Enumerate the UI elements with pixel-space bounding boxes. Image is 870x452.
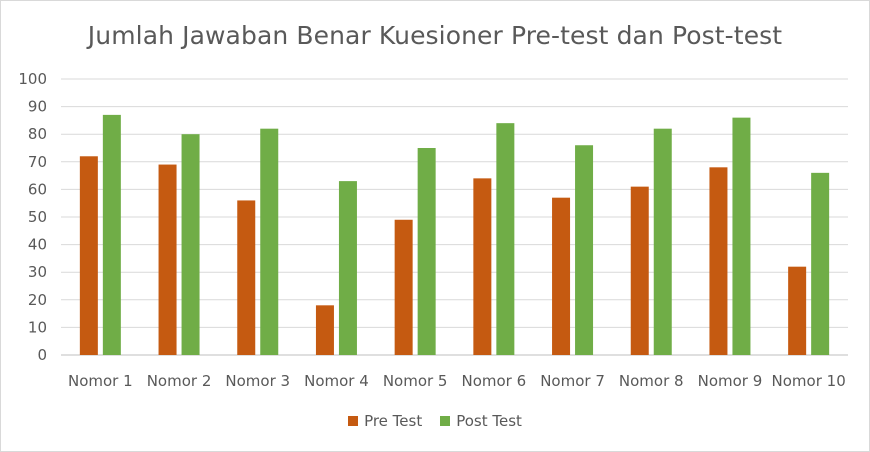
- bar-pre-test: [158, 164, 177, 355]
- bar-post-test: [338, 181, 357, 355]
- legend-swatch: [440, 416, 451, 426]
- bar-pre-test: [473, 178, 492, 355]
- bar-post-test: [811, 172, 830, 355]
- y-tick-label: 10: [28, 318, 47, 336]
- legend-item: Pre Test: [348, 412, 422, 430]
- bar-pre-test: [709, 167, 728, 355]
- x-tick-label: Nomor 3: [225, 372, 290, 390]
- y-tick-label: 60: [28, 180, 47, 198]
- x-tick-label: Nomor 2: [147, 372, 212, 390]
- bar-post-test: [260, 128, 279, 355]
- bar-pre-test: [394, 219, 413, 355]
- y-tick-label: 80: [28, 125, 47, 143]
- bar-post-test: [417, 148, 436, 355]
- x-tick-label: Nomor 8: [619, 372, 684, 390]
- x-tick-label: Nomor 6: [462, 372, 527, 390]
- bar-post-test: [575, 145, 594, 355]
- legend-item: Post Test: [440, 412, 522, 430]
- chart-title: Jumlah Jawaban Benar Kuesioner Pre-test …: [87, 21, 783, 50]
- x-tick-label: Nomor 10: [772, 372, 846, 390]
- bar-pre-test: [552, 197, 571, 355]
- bar-pre-test: [79, 156, 98, 355]
- bar-pre-test: [237, 200, 256, 355]
- y-tick-label: 90: [28, 98, 47, 116]
- y-tick-label: 100: [18, 70, 47, 88]
- y-tick-label: 20: [28, 291, 47, 309]
- y-tick-label: 70: [28, 153, 47, 171]
- x-tick-label: Nomor 9: [698, 372, 763, 390]
- bar-post-test: [653, 128, 672, 355]
- x-tick-label: Nomor 5: [383, 372, 448, 390]
- bar-pre-test: [315, 305, 334, 355]
- bar-pre-test: [788, 266, 807, 355]
- y-tick-label: 50: [28, 208, 47, 226]
- legend-label: Post Test: [456, 412, 522, 430]
- bar-post-test: [102, 114, 121, 355]
- legend-swatch: [348, 416, 359, 426]
- bar-post-test: [496, 123, 515, 355]
- chart-legend: Pre Test Post Test: [1, 412, 869, 430]
- x-tick-label: Nomor 4: [304, 372, 369, 390]
- legend-label: Pre Test: [364, 412, 423, 430]
- y-tick-label: 40: [28, 236, 47, 254]
- x-tick-label: Nomor 7: [540, 372, 605, 390]
- x-tick-label: Nomor 1: [68, 372, 133, 390]
- bar-pre-test: [630, 186, 649, 355]
- bar-post-test: [732, 117, 751, 355]
- y-tick-label: 0: [37, 346, 47, 364]
- bar-post-test: [181, 134, 200, 355]
- y-tick-label: 30: [28, 263, 47, 281]
